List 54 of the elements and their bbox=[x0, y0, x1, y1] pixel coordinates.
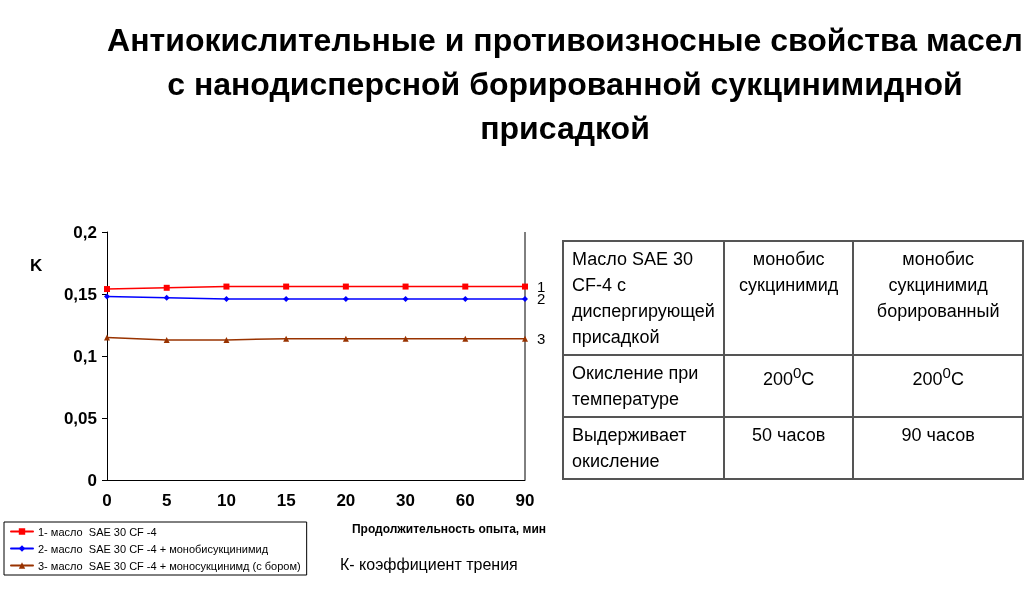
y-tick-label: 0,05 bbox=[63, 408, 97, 428]
chart-title: Антиокислительные и противоизносные свойства масел с нанодисперсной борированной сукцинимидной присадкой bbox=[106, 21, 1024, 148]
point bbox=[402, 283, 409, 290]
x-tick-label: 0 bbox=[102, 491, 112, 510]
text: 200$^{0}$C bbox=[912, 364, 964, 389]
point bbox=[402, 295, 409, 302]
point bbox=[462, 295, 469, 302]
y-axis-title: K bbox=[30, 256, 43, 275]
point bbox=[283, 283, 290, 290]
point bbox=[104, 334, 110, 341]
text: Масло SAE 30 CF-4 с диспергирующей присадкой bbox=[563, 241, 724, 355]
point bbox=[223, 336, 230, 343]
text: 50 часов bbox=[752, 425, 826, 445]
point bbox=[462, 283, 469, 290]
point bbox=[522, 335, 528, 342]
point bbox=[522, 295, 528, 302]
legend-label: 2- масло SAE 30 CF -4 + монобисукцинимид bbox=[38, 542, 269, 555]
category-label: монобис сукцинимид борированный bbox=[853, 241, 1023, 355]
y-tick-label: 0,15 bbox=[63, 284, 97, 304]
point bbox=[462, 335, 469, 342]
x-axis-title: Продолжительность опыта, мин bbox=[351, 522, 546, 536]
point bbox=[522, 283, 528, 290]
y-tick-label: 0,1 bbox=[73, 346, 97, 366]
x-tick-label: 20 bbox=[336, 491, 356, 510]
point bbox=[104, 293, 110, 300]
text: 200$^{0}$C bbox=[762, 364, 815, 389]
annotation: 3 bbox=[537, 330, 546, 348]
category-label: монобис сукцинимид bbox=[723, 241, 854, 355]
legend-label: 3- масло SAE 30 CF -4 + моносукцинимд (с бором) bbox=[38, 559, 301, 572]
legend-label: 1- масло SAE 30 CF -4 bbox=[38, 525, 157, 538]
point bbox=[342, 283, 349, 290]
point bbox=[104, 286, 110, 293]
point bbox=[223, 295, 230, 302]
point bbox=[163, 336, 170, 343]
text: 90 часов bbox=[901, 425, 975, 445]
point bbox=[342, 295, 349, 302]
x-tick-label: 90 bbox=[515, 491, 535, 510]
y-tick-label: 0 bbox=[87, 470, 97, 490]
point bbox=[223, 283, 230, 290]
point bbox=[283, 335, 290, 342]
x-tick-label: 60 bbox=[455, 491, 475, 510]
text: К- коэффициент трения bbox=[340, 555, 518, 573]
x-tick-label: 5 bbox=[161, 491, 172, 510]
point bbox=[283, 295, 290, 302]
y-tick-label: 0,2 bbox=[73, 222, 97, 242]
point bbox=[402, 335, 409, 342]
point bbox=[342, 335, 349, 342]
x-tick-label: 30 bbox=[396, 491, 416, 510]
category-label: Выдерживает окисление bbox=[572, 425, 687, 471]
point bbox=[163, 294, 170, 301]
category-label: Окисление при температуре bbox=[572, 363, 699, 409]
point bbox=[163, 284, 170, 291]
x-tick-label: 15 bbox=[276, 491, 296, 510]
x-tick-label: 10 bbox=[216, 491, 236, 510]
